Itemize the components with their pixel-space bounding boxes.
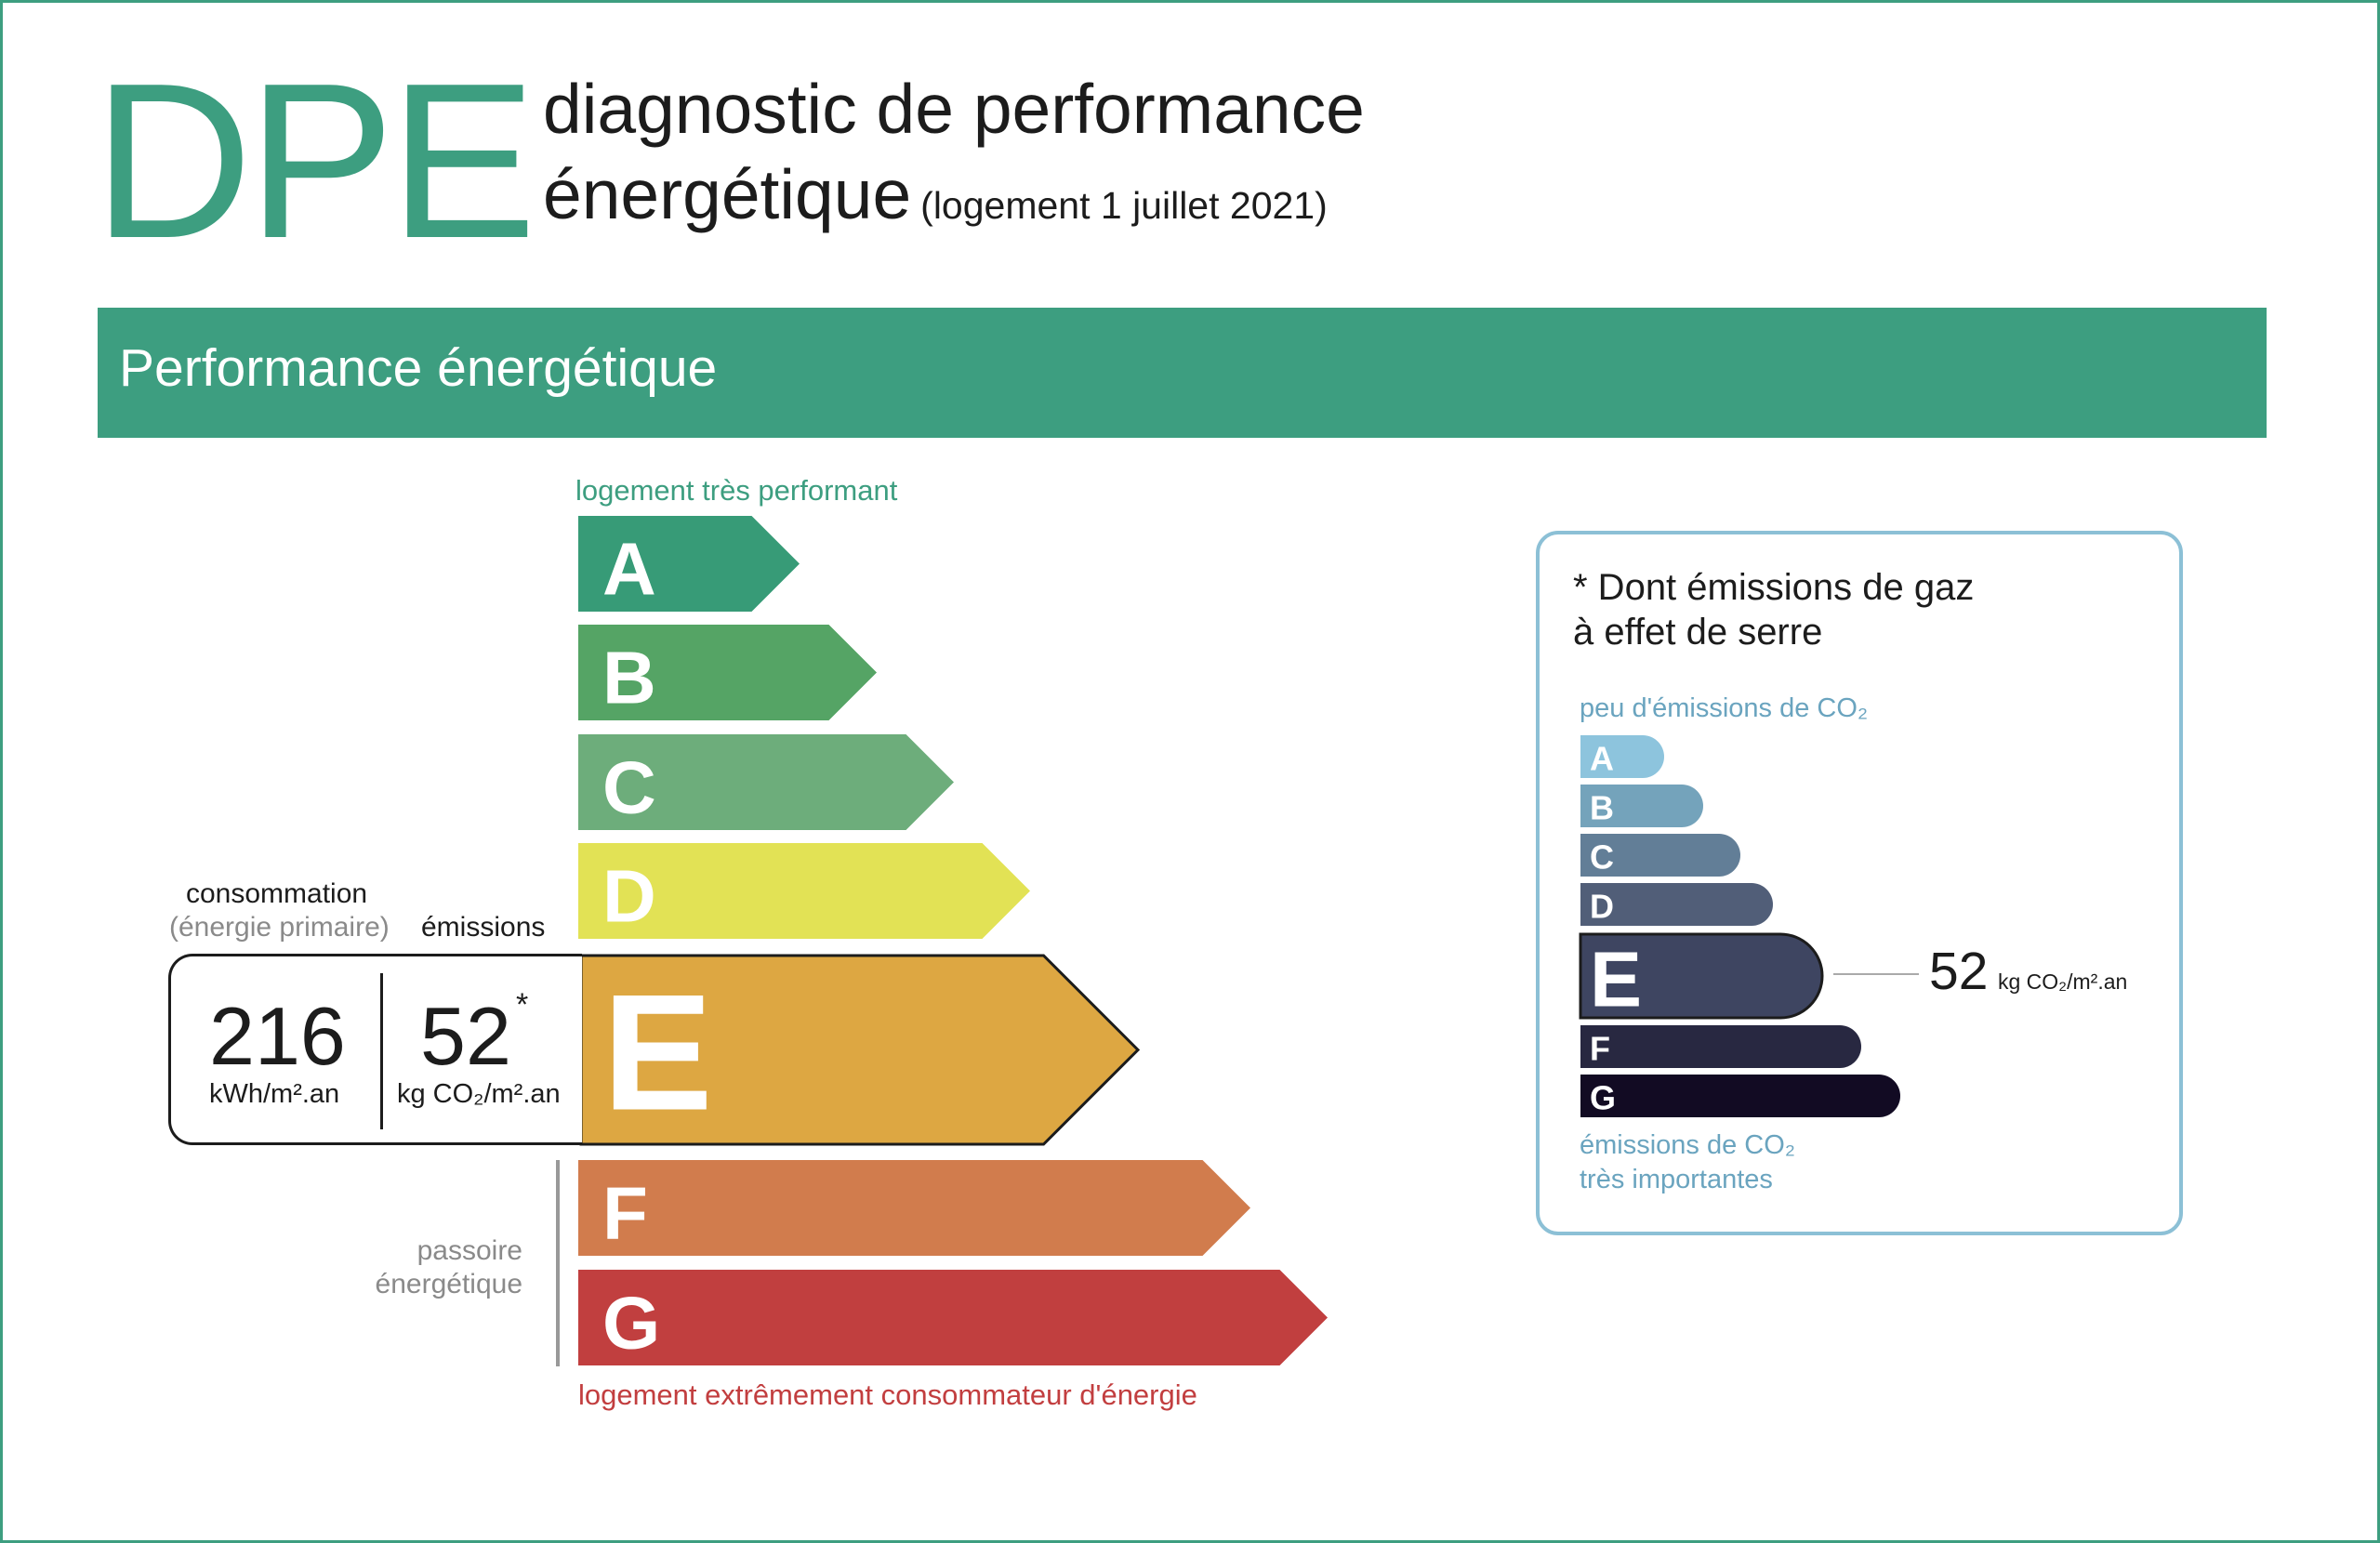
consumption-unit: kWh/m².an	[209, 1079, 340, 1109]
emissions-heading: émissions	[421, 912, 546, 943]
ges-class-g-letter: G	[1590, 1079, 1616, 1117]
energy-class-b-letter: B	[602, 636, 656, 719]
document-title-line1: diagnostic de performance	[543, 70, 1365, 148]
ges-value: 52	[1929, 942, 1989, 1001]
energy-class-c-bar	[578, 734, 954, 830]
rating-values-box: 216 kWh/m².an 52 * kg CO₂/m².an	[168, 954, 582, 1145]
document-title-line2: énergétique (logement 1 juillet 2021)	[543, 160, 1328, 230]
document-title-note: (logement 1 juillet 2021)	[920, 184, 1328, 227]
emissions-value: 52	[420, 990, 511, 1082]
ges-class-f-bar	[1580, 1025, 1861, 1068]
ges-class-c-bar	[1580, 834, 1740, 877]
section-banner: Performance énergétique	[98, 308, 2267, 438]
ges-class-a-bar	[1580, 735, 1664, 778]
ges-bottom-label-line2: très importantes	[1580, 1165, 1773, 1194]
energy-class-e-letter: E	[602, 959, 713, 1144]
section-title: Performance énergétique	[119, 338, 718, 398]
ges-class-c-letter: C	[1590, 838, 1614, 877]
passoire-label-line2: énergétique	[375, 1269, 522, 1299]
ges-title-line1: * Dont émissions de gaz	[1573, 567, 1975, 608]
ges-class-d-bar	[1580, 883, 1773, 926]
energy-class-d-letter: D	[602, 854, 656, 937]
passoire-divider	[556, 1160, 560, 1366]
consumption-value: 216	[209, 990, 346, 1082]
consumption-subheading: (énergie primaire)	[169, 912, 390, 943]
ges-class-b-letter: B	[1590, 789, 1614, 827]
scale-bottom-label: logement extrêmement consommateur d'éner…	[578, 1378, 1197, 1411]
document-title-word: énergétique	[543, 155, 912, 233]
ges-class-e-bar	[1579, 932, 1824, 1020]
ges-class-a-letter: A	[1590, 740, 1614, 778]
ges-value-leader	[1833, 973, 1919, 975]
passoire-label-line1: passoire	[416, 1235, 522, 1266]
energy-class-g-bar	[578, 1270, 1328, 1365]
energy-class-d-bar	[578, 843, 1030, 939]
consumption-heading: consommation	[186, 878, 368, 909]
scale-top-label: logement très performant	[575, 474, 898, 507]
emissions-unit: kg CO₂/m².an	[397, 1079, 561, 1109]
ges-class-e-letter: E	[1590, 935, 1642, 1022]
emissions-footnote-star: *	[516, 987, 529, 1022]
ges-top-label: peu d'émissions de CO₂	[1580, 693, 1869, 723]
ges-title-line2: à effet de serre	[1573, 612, 1823, 653]
ges-unit: kg CO₂/m².an	[1998, 969, 2128, 994]
ges-class-b-bar	[1580, 785, 1703, 827]
energy-class-b-bar	[578, 625, 877, 720]
energy-class-a-bar	[578, 516, 800, 612]
dpe-logo: DPE	[93, 38, 536, 284]
ges-bottom-label-line1: émissions de CO₂	[1580, 1130, 1796, 1160]
energy-class-f-letter: F	[602, 1171, 648, 1254]
energy-class-a-letter: A	[602, 527, 656, 610]
ges-class-f-letter: F	[1590, 1030, 1610, 1068]
energy-class-f-bar	[578, 1160, 1250, 1256]
values-divider	[380, 973, 383, 1129]
ges-class-d-letter: D	[1590, 888, 1614, 926]
energy-class-g-letter: G	[602, 1281, 660, 1364]
ges-class-g-bar	[1580, 1075, 1900, 1117]
energy-class-c-letter: C	[602, 745, 656, 828]
